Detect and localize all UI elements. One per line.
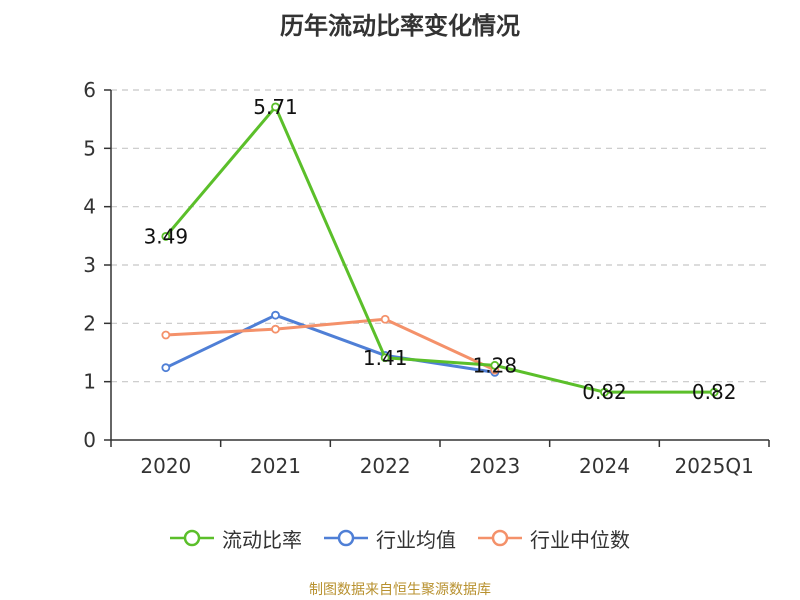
series-line-1: [164, 105, 715, 394]
data-label: 5.71: [253, 95, 298, 119]
legend-label: 行业均值: [376, 527, 456, 552]
legend-item-series-2[interactable]: 行业均值: [324, 524, 456, 553]
y-tick-label: 5: [83, 136, 96, 160]
data-label: 3.49: [144, 224, 189, 248]
data-point[interactable]: [271, 324, 280, 334]
legend-line-circle-icon: [478, 529, 522, 547]
y-tick-label: 4: [83, 195, 96, 219]
data-point[interactable]: [380, 353, 390, 363]
data-point[interactable]: [380, 314, 390, 324]
data-label: 0.82: [582, 380, 627, 404]
series-line-2: [165, 313, 496, 374]
x-tick-label: 2020: [140, 454, 191, 478]
data-label: 1.41: [363, 346, 408, 370]
legend-line-circle-icon: [170, 529, 214, 547]
data-point[interactable]: [161, 232, 171, 241]
axes: 0 1 2 3 4 5 6 2020 2021 2022 2023 2024 2025Q1: [83, 78, 770, 478]
y-tick-label: 6: [83, 78, 96, 102]
legend-label: 行业中位数: [530, 527, 630, 552]
data-point[interactable]: [271, 102, 280, 112]
data-point[interactable]: [490, 360, 500, 370]
x-tick-label: 2021: [250, 454, 301, 478]
legend-line-circle-icon: [324, 529, 368, 547]
series-line-3: [165, 317, 496, 372]
data-point[interactable]: [709, 387, 719, 397]
y-tick-label: 3: [83, 253, 96, 277]
data-label: 0.82: [692, 380, 737, 404]
legend: 流动比率 行业均值 行业中位数: [0, 520, 800, 556]
source-note: 制图数据来自恒生聚源数据库: [309, 582, 491, 598]
x-tick-label: 2024: [579, 454, 630, 478]
y-tick-label: 1: [83, 370, 96, 394]
x-tick-label: 2022: [360, 454, 411, 478]
y-tick-label: 0: [83, 428, 96, 452]
legend-item-series-1[interactable]: 流动比率: [170, 524, 302, 553]
data-labels: 3.49 5.71 1.41 1.28 0.82 0.82: [144, 95, 737, 404]
data-point[interactable]: [600, 387, 609, 397]
data-point[interactable]: [271, 310, 280, 320]
legend-item-series-3[interactable]: 行业中位数: [478, 524, 630, 553]
data-point[interactable]: [161, 363, 171, 373]
data-label: 1.28: [473, 353, 518, 377]
chart-title: 历年流动比率变化情况: [280, 12, 520, 40]
series-lines: [161, 102, 719, 397]
x-tick-label: 2023: [469, 454, 520, 478]
x-tick-label: 2025Q1: [674, 454, 753, 478]
grid-lines: [111, 89, 769, 383]
data-point[interactable]: [161, 330, 171, 340]
y-tick-label: 2: [83, 311, 96, 335]
legend-label: 流动比率: [222, 527, 302, 552]
